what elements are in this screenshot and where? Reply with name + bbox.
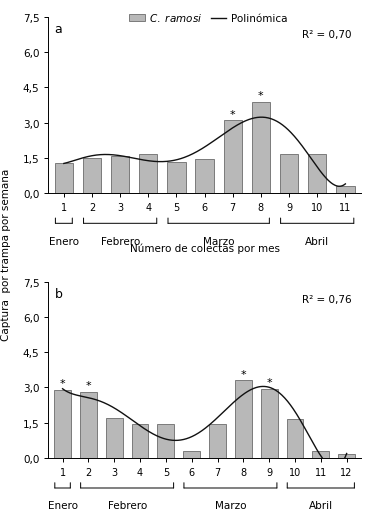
Text: Abril: Abril — [305, 236, 329, 246]
Bar — [157, 424, 174, 458]
Bar — [167, 162, 186, 194]
Text: R² = 0,76: R² = 0,76 — [302, 294, 352, 304]
Bar — [336, 187, 355, 194]
Text: *: * — [266, 377, 272, 387]
Bar — [106, 418, 123, 458]
X-axis label: Número de colectas por mes: Número de colectas por mes — [129, 243, 280, 254]
Legend: $C.\ \mathit{ramosi}$, Polinómica: $C.\ \mathit{ramosi}$, Polinómica — [127, 10, 289, 26]
Bar — [235, 381, 252, 458]
Bar — [224, 121, 242, 194]
Bar — [261, 389, 278, 458]
Bar — [111, 156, 129, 194]
Bar — [54, 390, 71, 458]
Text: *: * — [230, 109, 235, 120]
Bar — [252, 102, 270, 194]
Bar — [183, 451, 200, 458]
Text: Enero: Enero — [48, 500, 78, 509]
Bar — [286, 419, 304, 458]
Text: *: * — [241, 369, 246, 379]
Bar — [338, 455, 355, 458]
Bar — [280, 155, 298, 194]
Bar — [195, 160, 214, 194]
Text: Marzo: Marzo — [203, 236, 234, 246]
Text: Febrero: Febrero — [100, 236, 140, 246]
Bar — [308, 155, 326, 194]
Bar — [139, 155, 157, 194]
Text: Captura  por trampa por semana: Captura por trampa por semana — [1, 168, 10, 341]
Text: a: a — [55, 23, 62, 36]
Bar — [132, 424, 148, 458]
Bar — [80, 392, 97, 458]
Bar — [312, 451, 329, 458]
Text: Abril: Abril — [309, 500, 333, 509]
Bar — [55, 163, 73, 194]
Text: *: * — [86, 381, 91, 391]
Text: Febrero: Febrero — [108, 500, 147, 509]
Text: Enero: Enero — [49, 236, 79, 246]
Bar — [209, 424, 226, 458]
Text: b: b — [55, 287, 62, 300]
X-axis label: Número de colectas por mes: Número de colectas por mes — [129, 507, 280, 509]
Text: R² = 0,70: R² = 0,70 — [302, 30, 352, 40]
Text: Marzo: Marzo — [215, 500, 246, 509]
Bar — [83, 159, 101, 194]
Text: *: * — [258, 91, 264, 101]
Text: *: * — [60, 378, 65, 388]
